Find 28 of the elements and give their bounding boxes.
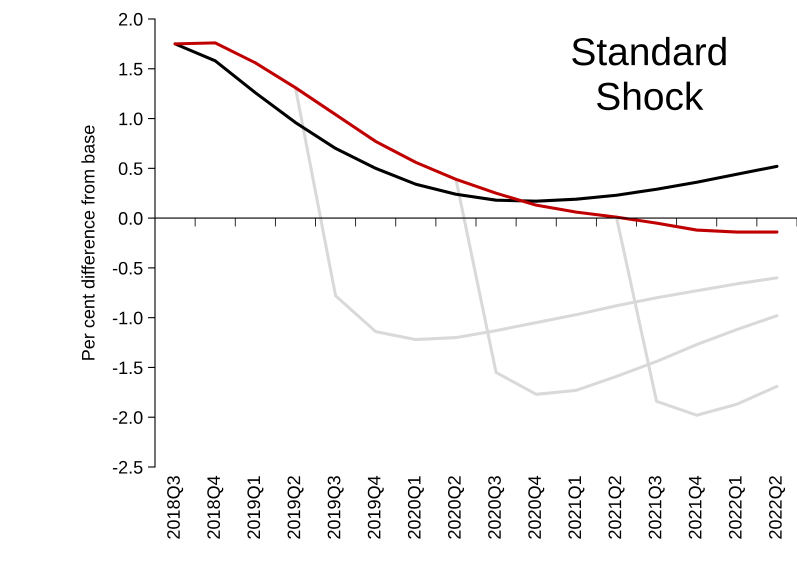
- x-tick-label: 2021Q3: [648, 476, 665, 539]
- y-tick-label: 1.0: [119, 112, 142, 126]
- x-tick-label: 2022Q2: [769, 476, 786, 539]
- x-tick-label: 2020Q3: [488, 476, 504, 539]
- y-tick-label: -1.0: [112, 312, 142, 324]
- x-tick-label: 2019Q1: [247, 476, 264, 539]
- x-tick-label: 2020Q2: [448, 476, 464, 539]
- x-tick-label: 2020Q4: [528, 476, 544, 539]
- y-tick-label: 2.0: [119, 12, 142, 26]
- text: Standard Shock: [572, 36, 726, 110]
- y-tick-label: -2.0: [112, 411, 142, 424]
- x-tick-label: 2018Q3: [167, 476, 184, 539]
- y-tick-label: -2.5: [112, 460, 142, 474]
- y-tick-label: 0.5: [118, 162, 142, 176]
- x-tick-label: 2018Q4: [207, 476, 224, 539]
- y-tick-label: 0.0: [118, 212, 142, 225]
- x-tick-label: 2019Q3: [328, 476, 344, 539]
- x-tick-label: 2020Q1: [408, 476, 424, 539]
- y-tick-label: 1.5: [119, 62, 142, 76]
- x-tick-label: 2021Q2: [608, 476, 625, 539]
- x-tick-label: 2019Q2: [288, 476, 304, 539]
- y-tick-label: -0.5: [112, 262, 142, 275]
- x-tick-label: 2021Q1: [568, 476, 584, 539]
- y-axis-title: Per cent difference from base: [81, 126, 95, 360]
- x-tick-label: 2022Q1: [728, 476, 745, 539]
- x-tick-label: 2021Q4: [688, 476, 705, 539]
- y-tick-label: -1.5: [112, 362, 142, 374]
- x-tick-label: 2019Q4: [368, 476, 384, 539]
